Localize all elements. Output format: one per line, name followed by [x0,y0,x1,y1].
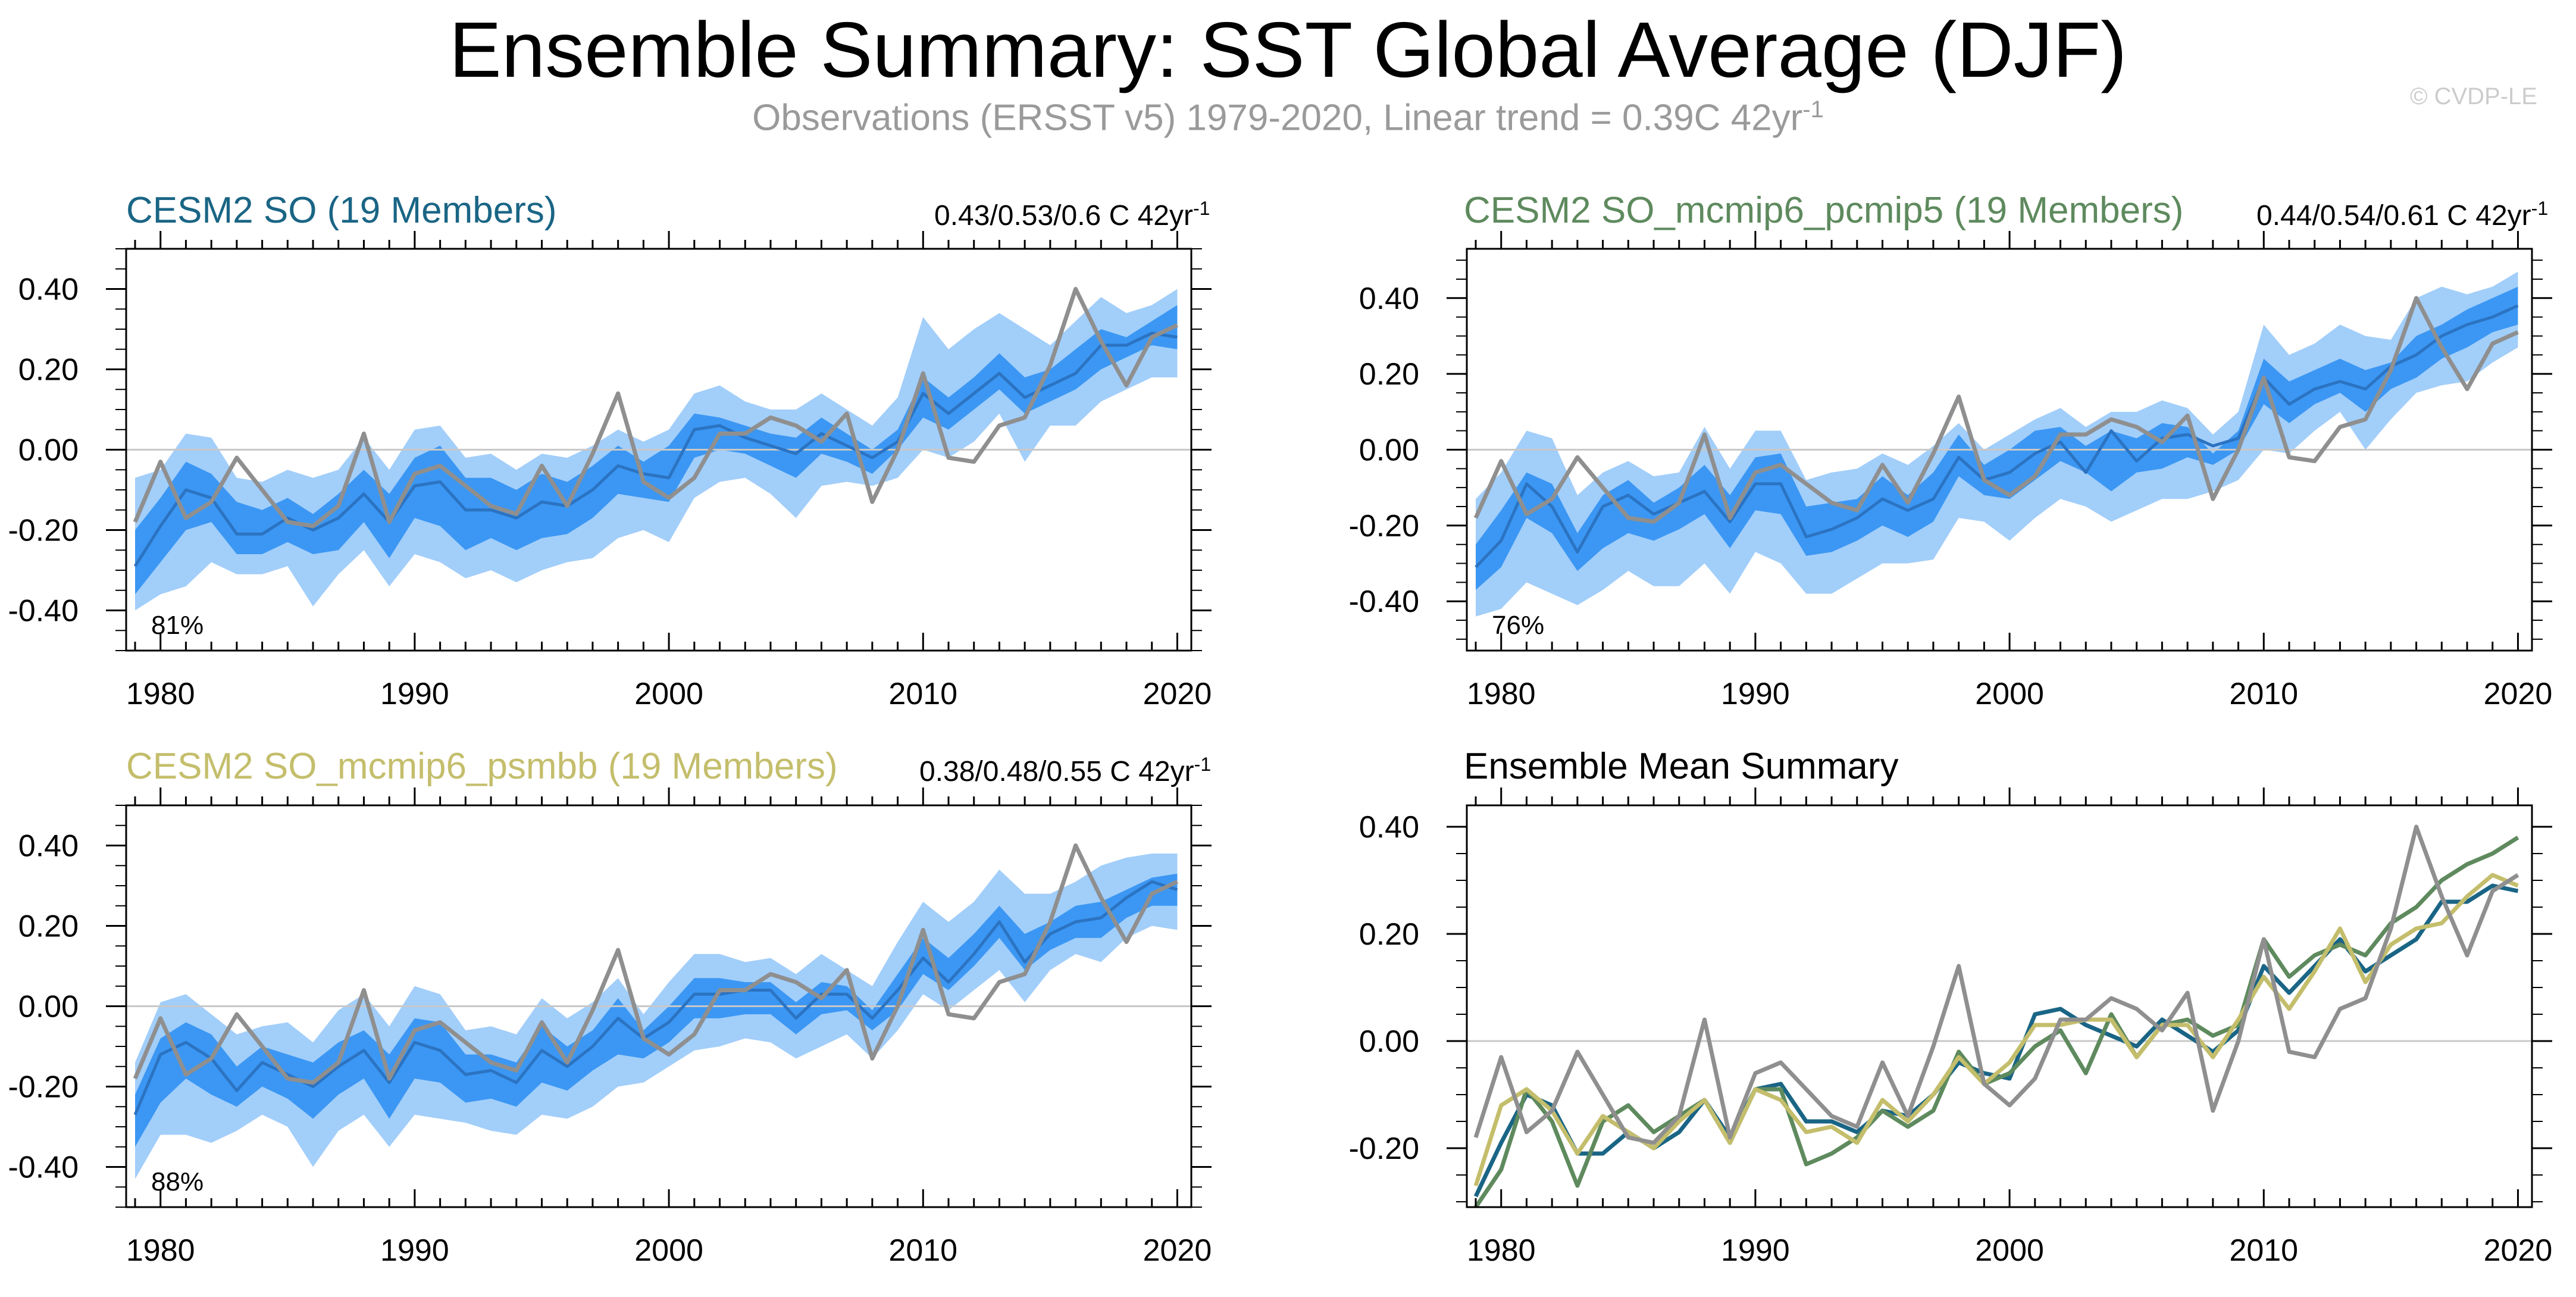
x-tick-label: 1980 [1467,677,1536,711]
y-tick-label: -0.20 [8,1070,79,1105]
y-tick-label: 0.00 [1359,1024,1419,1059]
series-line-3 [1473,824,2519,1145]
plot-frame [1466,804,2533,1208]
x-tick-label: 2000 [1975,677,2044,711]
y-tick-label: -0.40 [8,1151,79,1185]
percent-label: 81% [151,611,204,640]
stats-text: 0.44/0.54/0.61 C 42yr [2256,200,2531,232]
ensemble-mean-line [133,332,1178,567]
x-tick-label: 2020 [1143,1233,1212,1268]
x-tick-label: 2020 [2484,677,2553,711]
observations-line [133,287,1178,529]
y-tick-label: 0.40 [18,273,79,307]
series-line-1 [1474,836,2519,1208]
y-tick-label: 0.20 [18,910,79,944]
y-tick-label: 0.20 [1359,357,1419,392]
observations-line [133,843,1178,1085]
y-tick-label: 0.20 [1359,917,1419,952]
percent-label: 88% [151,1167,204,1196]
panel-stats-cesm2-so: 0.43/0.53/0.6 C 42yr-1 [934,198,1210,232]
x-tick-label: 2010 [2229,677,2298,711]
percent-label: 76% [1492,611,1544,640]
inner-band [135,873,1178,1147]
y-tick-label: 0.40 [1359,810,1419,845]
x-tick-label: 1990 [380,677,449,711]
series-line-2 [1473,873,2519,1187]
y-tick-label: -0.40 [8,594,79,629]
stats-text: 0.43/0.53/0.6 C 42yr [934,200,1193,232]
panel-stats-cesm2-so-psmbb: 0.38/0.48/0.55 C 42yr-1 [919,754,1211,788]
ensemble-mean-line [133,880,1178,1115]
inner-band [135,305,1178,595]
panel-stats-cesm2-so-pcmip5: 0.44/0.54/0.61 C 42yr-1 [2256,198,2548,232]
panel-title-cesm2-so-psmbb: CESM2 SO_mcmip6_psmbb (19 Members) [126,746,838,787]
x-tick-label: 1990 [380,1233,449,1268]
x-tick-label: 2020 [2484,1233,2553,1268]
subtitle-exponent: -1 [1802,96,1824,123]
stats-exponent: -1 [1192,198,1210,219]
x-tick-label: 2020 [1143,677,1212,711]
x-tick-label: 2000 [1975,1233,2044,1268]
y-tick-label: 0.00 [18,433,79,468]
x-tick-label: 1990 [1721,677,1790,711]
y-tick-label: 0.40 [18,829,79,864]
chart-panel-1: 1980 1990 2000 2010 2020 -0.40 -0.20 0.00 0.20 0.… [1348,231,2552,711]
y-tick-label: 0.40 [1359,282,1419,316]
x-tick-label: 1980 [126,677,195,711]
y-tick-label: -0.20 [1348,509,1419,543]
observations-line [1473,296,2519,524]
stats-text: 0.38/0.48/0.55 C 42yr [919,756,1194,787]
watermark: © CVDP-LE [2410,83,2537,110]
x-tick-label: 2000 [634,677,703,711]
x-tick-label: 2010 [888,1233,957,1268]
subtitle-text: Observations (ERSST v5) 1979-2020, Linea… [752,97,1803,139]
stats-exponent: -1 [1194,754,1212,775]
page-subtitle: Observations (ERSST v5) 1979-2020, Linea… [0,96,2576,139]
panel-title-cesm2-so: CESM2 SO (19 Members) [126,190,557,231]
panel-title-cesm2-so-pcmip5: CESM2 SO_mcmip6_pcmip5 (19 Members) [1464,190,2184,231]
y-tick-label: -0.40 [1348,585,1419,619]
ensemble-mean-line [1475,304,2519,568]
x-tick-label: 2000 [634,1233,703,1268]
outer-band [1476,271,2518,617]
y-tick-label: -0.20 [1348,1132,1419,1166]
x-tick-label: 2010 [888,677,957,711]
y-tick-label: 0.00 [18,990,79,1024]
chart-panel-2: 1980 1990 2000 2010 2020 -0.40 -0.20 0.00 0.20 0.… [8,787,1212,1268]
y-tick-label: 0.00 [1359,433,1419,468]
panel-title-ensemble-mean-summary: Ensemble Mean Summary [1464,746,1899,787]
y-tick-label: 0.20 [18,353,79,387]
chart-panel-0: 1980 1990 2000 2010 2020 -0.40 -0.20 0.00 0.20 0.… [8,231,1212,711]
chart-panel-3: 1980 1990 2000 2010 2020 -0.20 0.00 0.20 0.40 [1348,787,2552,1268]
stats-exponent: -1 [2531,198,2549,219]
page-title: Ensemble Summary: SST Global Average (DJ… [449,6,2127,93]
x-tick-label: 2010 [2229,1233,2298,1268]
x-tick-label: 1990 [1721,1233,1790,1268]
x-tick-label: 1980 [1467,1233,1536,1268]
y-tick-label: -0.20 [8,514,79,548]
x-tick-label: 1980 [126,1233,195,1268]
outer-band [135,854,1178,1179]
